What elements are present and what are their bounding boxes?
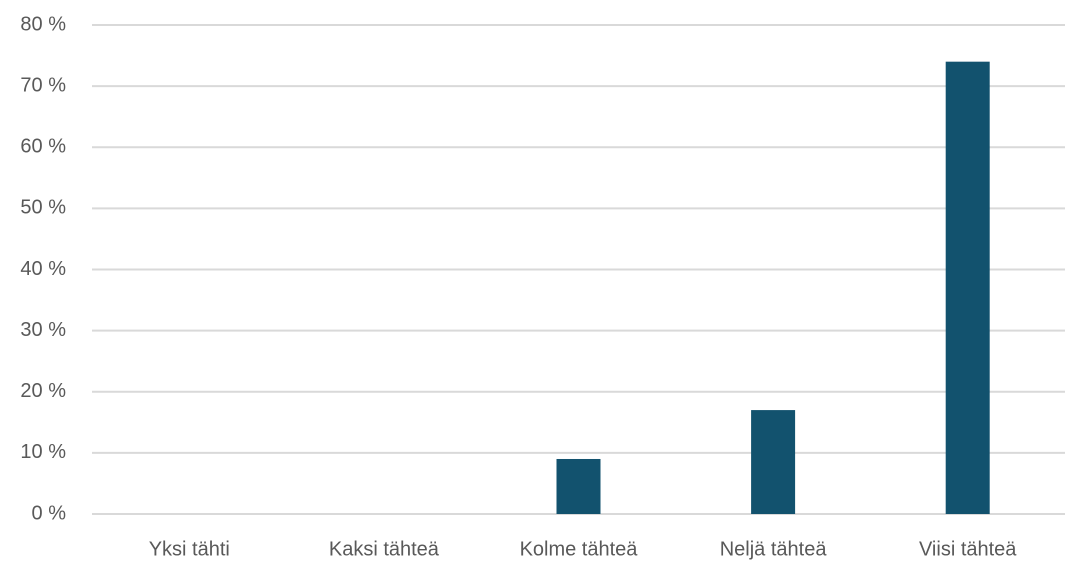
x-tick-label: Kolme tähteä: [520, 538, 639, 560]
y-tick-label: 70 %: [20, 74, 66, 96]
bar: [556, 458, 601, 514]
bar: [945, 61, 990, 515]
y-tick-label: 20 %: [20, 380, 66, 402]
y-tick-label: 10 %: [20, 441, 66, 463]
y-tick-label: 60 %: [20, 136, 66, 158]
x-tick-label: Neljä tähteä: [720, 538, 828, 560]
y-tick-label: 30 %: [20, 319, 66, 341]
x-tick-label: Kaksi tähteä: [329, 538, 440, 560]
y-tick-label: 80 %: [20, 13, 66, 35]
y-tick-label: 0 %: [32, 502, 67, 524]
y-tick-label: 40 %: [20, 258, 66, 280]
x-tick-label: Viisi tähteä: [919, 538, 1017, 560]
y-tick-label: 50 %: [20, 197, 66, 219]
x-tick-label: Yksi tähti: [149, 538, 230, 560]
bar: [751, 410, 796, 514]
